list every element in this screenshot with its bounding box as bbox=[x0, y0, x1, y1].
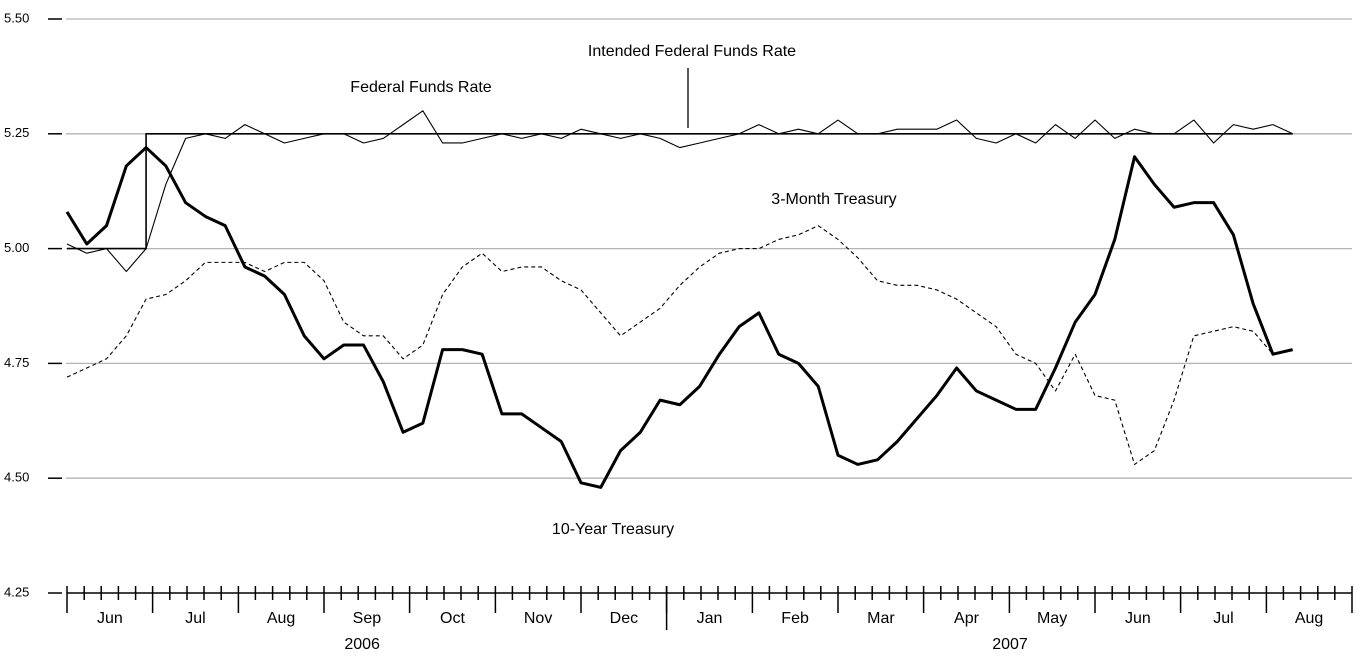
series-label: Federal Funds Rate bbox=[350, 79, 492, 96]
x-tick-label: Mar bbox=[867, 610, 895, 627]
x-tick-label: Jun bbox=[97, 610, 123, 627]
series-label: 10-Year Treasury bbox=[552, 521, 674, 538]
x-tick-label: Jan bbox=[697, 610, 723, 627]
series-line bbox=[66, 225, 1293, 465]
x-tick-label: Aug bbox=[267, 610, 295, 627]
x-tick-label: May bbox=[1037, 610, 1067, 627]
x-tick-label: Aug bbox=[1295, 610, 1323, 627]
x-tick-label: Nov bbox=[524, 610, 552, 627]
year-label: 2007 bbox=[992, 636, 1028, 653]
x-tick-label: Dec bbox=[610, 610, 638, 627]
series-label: 3-Month Treasury bbox=[771, 191, 896, 208]
x-tick-label: Jul bbox=[1213, 610, 1233, 627]
y-tick-label: 5.00 bbox=[4, 240, 29, 255]
x-tick-label: Apr bbox=[954, 610, 980, 627]
y-tick-label: 4.50 bbox=[4, 470, 29, 485]
series-label: Intended Federal Funds Rate bbox=[588, 43, 796, 60]
series-line bbox=[66, 110, 1293, 273]
year-label: 2006 bbox=[344, 636, 380, 653]
x-tick-label: Jun bbox=[1125, 610, 1151, 627]
x-tick-label: Sep bbox=[353, 610, 382, 627]
y-tick-label: 5.25 bbox=[4, 125, 29, 140]
x-tick-label: Jul bbox=[185, 610, 205, 627]
y-tick-label: 4.75 bbox=[4, 355, 29, 370]
y-tick-label: 4.25 bbox=[4, 584, 29, 599]
y-tick-label: 5.50 bbox=[4, 10, 29, 25]
x-tick-label: Oct bbox=[440, 610, 465, 627]
series-line bbox=[65, 146, 1294, 489]
x-tick-label: Feb bbox=[781, 610, 809, 627]
series-line bbox=[67, 133, 1293, 250]
